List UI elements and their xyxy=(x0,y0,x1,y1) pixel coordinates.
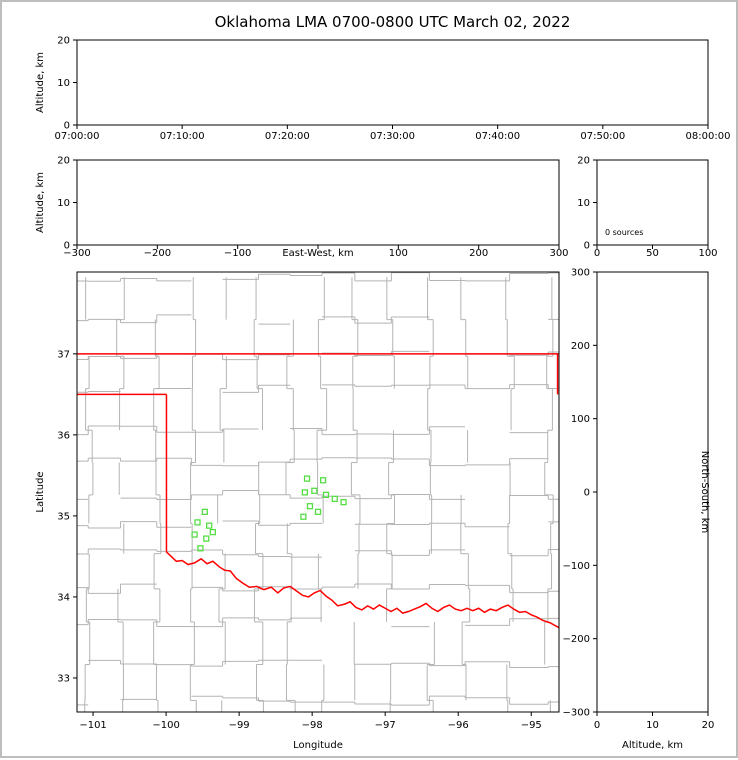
y-axis-title: Latitude xyxy=(35,471,46,512)
x-tick-label: 10 xyxy=(646,720,659,731)
x-tick-label: −96 xyxy=(448,720,469,731)
y-tick-label: 35 xyxy=(57,511,70,522)
lma-station-marker xyxy=(203,535,210,542)
x-tick-label: 20 xyxy=(702,720,715,731)
y-tick-label: 0 xyxy=(64,241,70,252)
x-tick-label: 07:30:00 xyxy=(370,131,415,142)
x-axis-title: Altitude, km xyxy=(622,740,683,751)
y-tick-label: 20 xyxy=(57,36,70,47)
x-tick-label: −100 xyxy=(224,248,251,259)
y-tick-label: −300 xyxy=(563,708,590,719)
y-tick-label: 0 xyxy=(64,121,70,132)
lma-station-marker xyxy=(300,513,307,520)
y-axis-title: Altitude, km xyxy=(35,52,46,113)
y-tick-label: 20 xyxy=(577,156,590,167)
y-tick-label: 34 xyxy=(57,592,70,603)
lma-station-marker xyxy=(201,508,208,516)
x-tick-label: −98 xyxy=(302,720,323,731)
x-axis-title: Longitude xyxy=(293,740,343,751)
y-tick-label: 10 xyxy=(57,78,70,89)
x-tick-label: −101 xyxy=(79,720,106,731)
stations-group xyxy=(191,475,347,552)
lma-station-marker xyxy=(306,503,314,510)
lma-station-marker xyxy=(303,475,311,482)
x-tick-label: 0 xyxy=(594,248,600,259)
x-tick-label: 07:40:00 xyxy=(475,131,520,142)
lma-station-marker xyxy=(191,531,198,538)
y-tick-label: 300 xyxy=(571,268,590,279)
axes-altitude-histogram: 0 50 100 0 10 20 0 sources xyxy=(577,156,717,260)
y-tick-label: −200 xyxy=(563,634,590,645)
axes-plan-view-map: −101 −100 −99 −98 −97 −96 −95 33 34 35 36 37 Longitu… xyxy=(35,349,542,751)
county-lines xyxy=(77,272,559,712)
lma-station-marker xyxy=(331,495,338,503)
y-tick-label: 37 xyxy=(57,349,70,360)
x-tick-label: 100 xyxy=(698,248,717,259)
x-tick-label: −100 xyxy=(152,720,179,731)
lma-station-marker xyxy=(197,545,204,552)
lma-station-marker xyxy=(319,477,327,484)
y-tick-label: 100 xyxy=(571,414,590,425)
y-tick-label: 10 xyxy=(57,198,70,209)
figure-title: Oklahoma LMA 0700-0800 UTC March 02, 202… xyxy=(214,13,571,31)
axes-time-height: 07:00:00 07:10:00 07:20:00 07:30:00 07:40:00… xyxy=(35,36,730,143)
panel-frame-east-west-height xyxy=(76,159,560,246)
state-border xyxy=(77,353,559,629)
y-axis-title: Altitude, km xyxy=(35,172,46,233)
lma-station-marker xyxy=(209,528,216,536)
panel-frame-plan-view-map xyxy=(76,271,560,713)
y-tick-label: 33 xyxy=(57,673,70,684)
x-tick-label: 200 xyxy=(469,248,488,259)
x-tick-label: −200 xyxy=(144,248,171,259)
lma-station-marker xyxy=(206,522,213,529)
x-tick-label: −99 xyxy=(229,720,250,731)
axes-north-south-height: 0 10 20 −300 −200 −100 0 100 200 300 Altitude, km N… xyxy=(563,268,715,752)
x-axis-title: East-West, km xyxy=(282,248,353,259)
y-tick-label: 0 xyxy=(584,241,590,252)
red-river-border xyxy=(165,551,559,629)
lma-station-marker xyxy=(340,498,347,506)
x-tick-label: 07:20:00 xyxy=(265,131,310,142)
x-tick-label: 07:50:00 xyxy=(580,131,625,142)
lma-station-marker xyxy=(314,508,322,516)
y-tick-label: 36 xyxy=(57,430,70,441)
y-tick-label: 10 xyxy=(577,198,590,209)
x-tick-label: 100 xyxy=(389,248,408,259)
panel-frame-north-south-height xyxy=(596,271,709,713)
x-tick-label: 300 xyxy=(549,248,568,259)
y-tick-label: 0 xyxy=(584,488,590,499)
x-tick-label: 0 xyxy=(594,720,600,731)
lma-station-marker xyxy=(311,487,318,494)
x-tick-label: −95 xyxy=(521,720,542,731)
source-count-annotation: 0 sources xyxy=(605,228,643,237)
panel-frame-time-height xyxy=(76,39,709,126)
y-tick-label: 20 xyxy=(57,156,70,167)
y-axis-title-right: North-South, km xyxy=(699,451,710,534)
x-tick-label: 07:00:00 xyxy=(55,131,100,142)
x-tick-label: −300 xyxy=(63,248,90,259)
x-tick-label: 50 xyxy=(646,248,659,259)
lma-station-marker xyxy=(322,491,330,498)
x-tick-label: 08:00:00 xyxy=(686,131,731,142)
y-tick-label: 200 xyxy=(571,341,590,352)
x-tick-label: −97 xyxy=(375,720,396,731)
x-tick-label: 07:10:00 xyxy=(160,131,205,142)
lma-station-marker xyxy=(194,519,201,526)
axes-east-west-height: −300 −200 −100 100 200 300 0 10 20 Altitude, km Ea… xyxy=(35,156,569,260)
lma-station-marker xyxy=(301,489,309,496)
y-tick-label: −100 xyxy=(563,561,590,572)
